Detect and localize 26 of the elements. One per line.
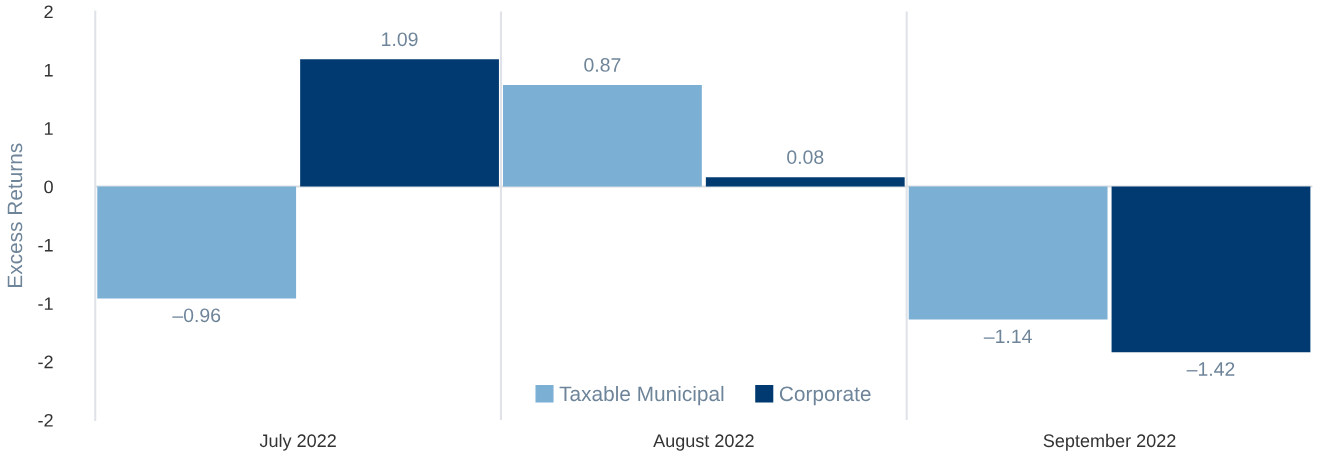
bar [300, 59, 499, 187]
y-tick-label: -1 [38, 297, 53, 310]
x-tick-label: July 2022 [259, 433, 336, 451]
bar [908, 186, 1108, 320]
y-tick-label: 2 [44, 5, 53, 19]
data-label: –1.42 [1186, 362, 1235, 376]
y-tick-label: -2 [38, 413, 53, 427]
bar [503, 85, 702, 187]
y-tick-label: -1 [38, 239, 53, 252]
data-label: –0.96 [172, 308, 221, 323]
y-tick-label: 1 [44, 122, 53, 135]
y-tick-label: -2 [38, 355, 53, 369]
legend-label: Corporate [779, 386, 871, 406]
legend-label: Taxable Municipal [559, 385, 724, 406]
bar [97, 186, 297, 299]
x-tick-label: September 2022 [1043, 433, 1176, 451]
y-tick-label: 0 [44, 180, 53, 194]
bar [1111, 186, 1311, 353]
y-tick-label: 1 [44, 63, 53, 77]
data-label: 0.08 [787, 150, 824, 165]
y-axis-title: Excess Returns [7, 143, 23, 287]
data-label: 0.87 [584, 58, 621, 72]
x-tick-label: August 2022 [653, 434, 754, 451]
data-label: 1.09 [382, 32, 418, 47]
bar [705, 177, 905, 187]
data-label: –1.14 [983, 329, 1032, 344]
